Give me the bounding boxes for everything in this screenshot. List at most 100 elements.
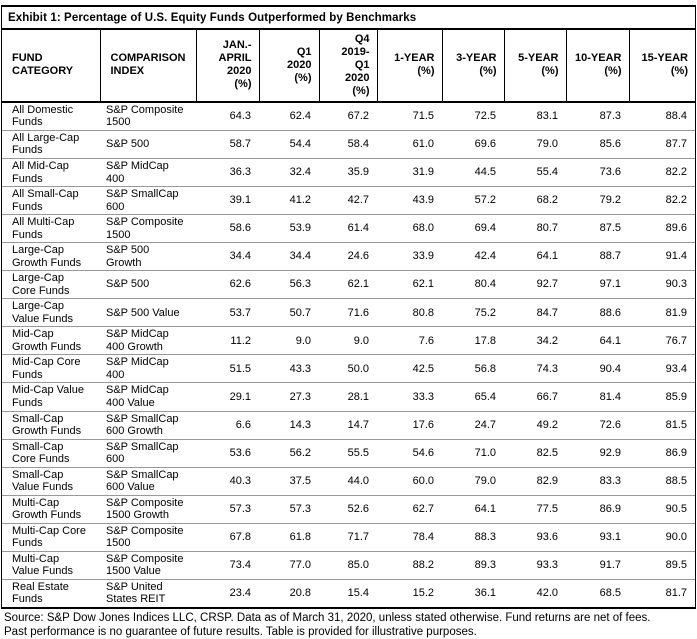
fund-category-cell: All Mid-Cap Funds bbox=[12, 159, 69, 185]
value-cell: 58.4 bbox=[347, 138, 369, 151]
value-cell: 88.3 bbox=[474, 531, 496, 544]
table-row: Mid-Cap Value Funds S&P MidCap 400 Value 2… bbox=[2, 383, 695, 412]
column-header: Q4 2019- Q1 2020 (%) bbox=[319, 30, 378, 103]
value-cell: 81.7 bbox=[665, 587, 687, 600]
value-cell: 69.6 bbox=[474, 138, 496, 151]
value-cell: 93.1 bbox=[599, 531, 621, 544]
value-cell: 93.6 bbox=[536, 531, 558, 544]
value-cell: 93.3 bbox=[536, 559, 558, 572]
value-cell: 57.2 bbox=[474, 194, 496, 207]
value-cell: 17.6 bbox=[412, 418, 434, 431]
value-cell: 27.3 bbox=[289, 390, 311, 403]
column-header: 10-YEAR (%) bbox=[566, 30, 630, 103]
value-cell: 87.3 bbox=[599, 110, 621, 123]
value-cell: 62.1 bbox=[347, 278, 369, 291]
value-cell: 58.6 bbox=[229, 222, 251, 235]
value-cell: 71.0 bbox=[474, 446, 496, 459]
table-row: Large-Cap Value Funds S&P 500 Value 53.7 50… bbox=[2, 299, 695, 327]
value-cell: 37.5 bbox=[289, 474, 311, 487]
value-cell: 88.6 bbox=[599, 306, 621, 319]
value-cell: 66.7 bbox=[536, 390, 558, 403]
value-cell: 64.3 bbox=[229, 110, 251, 123]
comparison-index-cell: S&P SmallCap 600 bbox=[106, 188, 179, 213]
value-cell: 73.6 bbox=[599, 166, 621, 179]
header-row: FUND CATEGORY COMPARISON INDEX JAN.- APRIL… bbox=[2, 30, 695, 103]
value-cell: 79.2 bbox=[599, 194, 621, 207]
value-cell: 50.0 bbox=[347, 362, 369, 375]
value-cell: 75.2 bbox=[474, 306, 496, 319]
value-cell: 84.7 bbox=[536, 306, 558, 319]
comparison-index-cell: S&P SmallCap 600 bbox=[106, 440, 179, 466]
fund-category-cell: Multi-Cap Value Funds bbox=[12, 552, 73, 578]
comparison-index-cell: S&P MidCap 400 Value bbox=[106, 384, 169, 409]
value-cell: 67.8 bbox=[229, 531, 251, 544]
comparison-index-cell: S&P Composite 1500 bbox=[106, 524, 184, 550]
value-cell: 88.7 bbox=[599, 250, 621, 263]
value-cell: 71.7 bbox=[347, 531, 369, 544]
column-header: FUND CATEGORY bbox=[2, 30, 101, 103]
value-cell: 89.5 bbox=[665, 559, 687, 572]
fund-category-cell: All Large-Cap Funds bbox=[12, 131, 80, 157]
value-cell: 40.3 bbox=[229, 474, 251, 487]
value-cell: 53.6 bbox=[229, 446, 251, 459]
fund-category-cell: Mid-Cap Core Funds bbox=[12, 356, 81, 381]
value-cell: 44.5 bbox=[474, 166, 496, 179]
value-cell: 91.7 bbox=[599, 559, 621, 572]
value-cell: 42.5 bbox=[412, 362, 434, 375]
value-cell: 15.2 bbox=[412, 587, 434, 600]
value-cell: 50.7 bbox=[289, 306, 311, 319]
value-cell: 72.5 bbox=[474, 110, 496, 123]
comparison-index-cell: S&P Composite 1500 Value bbox=[106, 552, 184, 578]
comparison-index-cell: S&P Composite 1500 bbox=[106, 103, 184, 129]
value-cell: 92.7 bbox=[536, 278, 558, 291]
value-cell: 64.1 bbox=[474, 502, 496, 515]
value-cell: 64.1 bbox=[599, 334, 621, 347]
value-cell: 14.3 bbox=[289, 418, 311, 431]
table-header: FUND CATEGORY COMPARISON INDEX JAN.- APRIL… bbox=[2, 30, 695, 103]
fund-category-cell: Large-Cap Growth Funds bbox=[12, 244, 82, 269]
value-cell: 89.3 bbox=[474, 559, 496, 572]
value-cell: 14.7 bbox=[347, 418, 369, 431]
value-cell: 91.4 bbox=[665, 250, 687, 263]
comparison-index-cell: S&P United States REIT bbox=[106, 580, 166, 606]
value-cell: 7.6 bbox=[418, 334, 434, 347]
value-cell: 62.1 bbox=[412, 278, 434, 291]
value-cell: 56.2 bbox=[289, 446, 311, 459]
value-cell: 81.4 bbox=[599, 390, 621, 403]
value-cell: 77.0 bbox=[289, 559, 311, 572]
value-cell: 87.5 bbox=[599, 222, 621, 235]
value-cell: 78.4 bbox=[412, 531, 434, 544]
source-line: Source: S&P Dow Jones Indices LLC, CRSP.… bbox=[4, 611, 651, 624]
value-cell: 52.6 bbox=[347, 502, 369, 515]
value-cell: 28.1 bbox=[347, 390, 369, 403]
value-cell: 88.2 bbox=[412, 559, 434, 572]
value-cell: 53.7 bbox=[229, 306, 251, 319]
fund-category-cell: Large-Cap Core Funds bbox=[12, 272, 70, 297]
fund-category-cell: Small-Cap Core Funds bbox=[12, 440, 70, 466]
value-cell: 32.4 bbox=[289, 166, 311, 179]
value-cell: 17.8 bbox=[474, 334, 496, 347]
value-cell: 85.6 bbox=[599, 138, 621, 151]
value-cell: 34.4 bbox=[229, 250, 251, 263]
value-cell: 80.8 bbox=[412, 306, 434, 319]
value-cell: 79.0 bbox=[474, 474, 496, 487]
value-cell: 79.0 bbox=[536, 138, 558, 151]
value-cell: 83.3 bbox=[599, 474, 621, 487]
comparison-index-cell: S&P 500 Value bbox=[106, 306, 180, 319]
value-cell: 51.5 bbox=[229, 362, 251, 375]
fund-category-cell: All Domestic Funds bbox=[12, 103, 74, 129]
value-cell: 61.0 bbox=[412, 138, 434, 151]
value-cell: 93.4 bbox=[665, 362, 687, 375]
table-row: All Large-Cap Funds S&P 500 58.7 54.4 58.4 61… bbox=[2, 130, 695, 159]
value-cell: 86.9 bbox=[599, 502, 621, 515]
column-header: 15-YEAR (%) bbox=[629, 30, 695, 103]
column-header: JAN.- APRIL 2020 (%) bbox=[196, 30, 260, 103]
value-cell: 77.5 bbox=[536, 502, 558, 515]
column-header: COMPARISON INDEX bbox=[100, 30, 197, 103]
value-cell: 55.5 bbox=[347, 446, 369, 459]
table-row: Large-Cap Core Funds S&P 500 62.6 56.3 62.1 6… bbox=[2, 271, 695, 299]
value-cell: 72.6 bbox=[599, 418, 621, 431]
fund-category-cell: Multi-Cap Core Funds bbox=[12, 524, 86, 550]
value-cell: 24.7 bbox=[474, 418, 496, 431]
